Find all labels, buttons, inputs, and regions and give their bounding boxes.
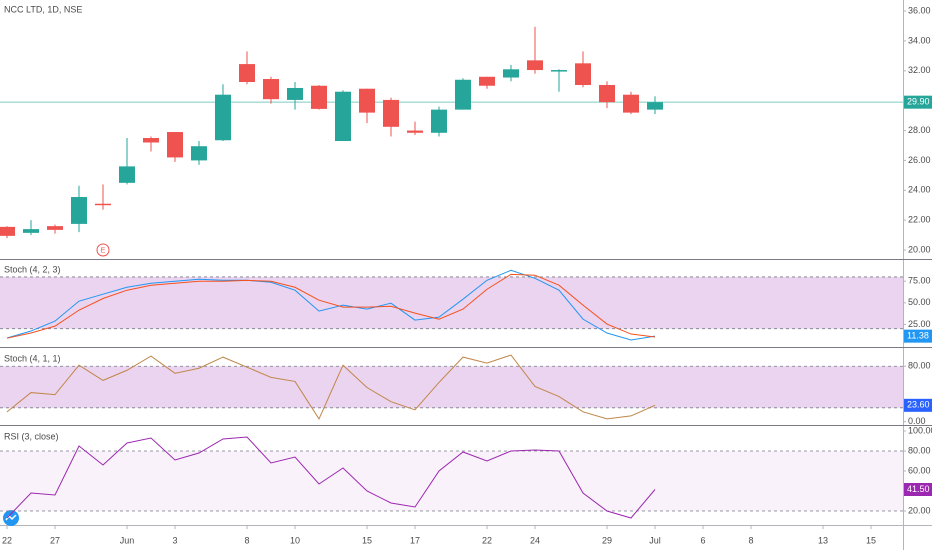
band-fill	[0, 451, 903, 511]
y-tick-label: 28.00	[908, 125, 931, 135]
pane-title: RSI (3, close)	[4, 431, 59, 441]
candle-body	[311, 85, 327, 109]
x-tick-label: 24	[530, 535, 540, 545]
x-tick-label: 29	[602, 535, 612, 545]
last-value-label: 23.60	[907, 400, 930, 410]
candle-body	[551, 70, 567, 72]
indicator-line	[6, 436, 656, 519]
candle-body	[407, 130, 423, 133]
pane-title: Stoch (4, 2, 3)	[4, 264, 61, 274]
pane-title: NCC LTD, 1D, NSE	[4, 4, 82, 14]
x-tick-label: 6	[700, 535, 705, 545]
candle-body	[431, 109, 447, 133]
logo[interactable]	[3, 510, 19, 526]
y-tick-label: 32.00	[908, 65, 931, 75]
candle-body	[0, 226, 15, 236]
indicator-line	[6, 269, 656, 341]
y-tick-label: 20.00	[908, 505, 931, 515]
candle-body	[647, 102, 663, 110]
y-tick-label: 60.00	[908, 465, 931, 475]
candle-body	[167, 132, 183, 158]
pane-title: Stoch (4, 1, 1)	[4, 353, 61, 363]
candle-body	[47, 226, 63, 230]
candle-body	[263, 79, 279, 100]
y-tick-label: 80.00	[908, 445, 931, 455]
x-tick-label: 22	[482, 535, 492, 545]
last-value-box	[904, 329, 932, 343]
indicator-line	[6, 273, 656, 339]
x-tick-label: 27	[50, 535, 60, 545]
candle-body	[503, 69, 519, 78]
candle-body	[335, 91, 351, 142]
candle-body	[71, 197, 87, 224]
candle-body	[383, 99, 399, 127]
candle-body	[191, 146, 207, 161]
y-tick-label: 100.00	[908, 425, 932, 435]
last-value-label: 11.38	[907, 331, 929, 341]
y-tick-label: 22.00	[908, 215, 931, 225]
candle-body	[287, 87, 303, 100]
last-price-box	[904, 95, 932, 109]
y-tick-label: 25.00	[908, 319, 931, 329]
x-tick-label: 15	[866, 535, 876, 545]
y-tick-label: 20.00	[908, 244, 931, 254]
y-tick-label: 36.00	[908, 5, 931, 15]
y-tick-label: 50.00	[908, 297, 931, 307]
y-tick-label: 75.00	[908, 276, 931, 286]
x-tick-label: Jul	[649, 535, 661, 545]
x-tick-label: 15	[362, 535, 372, 545]
last-price-label: 29.90	[907, 97, 930, 107]
candle-body	[119, 166, 135, 183]
candle-body	[143, 138, 159, 143]
candle-body	[215, 94, 231, 141]
x-tick-label: Jun	[120, 535, 135, 545]
candle-body	[527, 60, 543, 71]
y-tick-label: 24.00	[908, 185, 931, 195]
earnings-label: E	[101, 247, 106, 254]
y-tick-label: 0.00	[908, 416, 926, 426]
y-tick-label: 26.00	[908, 155, 931, 165]
candle-body	[455, 79, 471, 110]
last-value-label: 41.50	[907, 484, 930, 494]
candle-body	[575, 63, 591, 85]
candle-body	[239, 64, 255, 83]
earnings-marker	[96, 243, 110, 257]
candle-body	[479, 76, 495, 86]
x-tick-label: 3	[172, 535, 177, 545]
band-fill	[0, 366, 903, 408]
candle-body	[623, 94, 639, 113]
x-tick-label: 22	[2, 535, 12, 545]
band-fill	[0, 276, 903, 329]
candle-body	[599, 84, 615, 103]
y-tick-label: 34.00	[908, 35, 931, 45]
x-tick-label: 8	[244, 535, 249, 545]
candle-body	[23, 229, 39, 233]
x-tick-label: 8	[748, 535, 753, 545]
last-value-box	[904, 483, 932, 496]
last-value-box	[904, 398, 932, 412]
x-tick-label: 10	[290, 535, 300, 545]
x-tick-label: 13	[818, 535, 828, 545]
candle-body	[359, 88, 375, 113]
candle-body	[95, 203, 111, 206]
x-tick-label: 17	[410, 535, 420, 545]
indicator-line	[6, 354, 656, 420]
y-tick-label: 80.00	[908, 361, 931, 371]
